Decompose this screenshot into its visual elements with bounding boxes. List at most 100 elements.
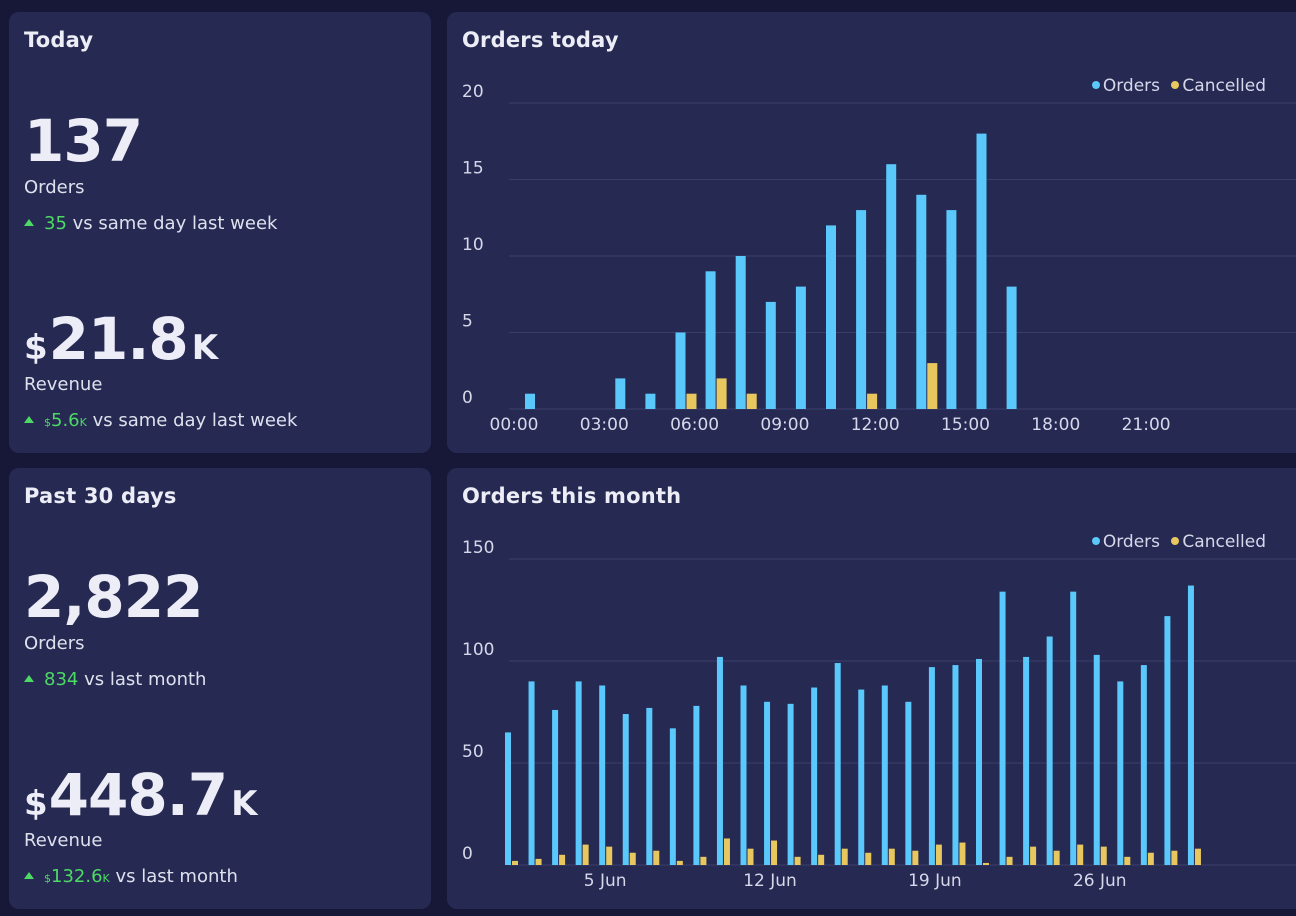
today-card: Today 137 Orders 35 vs same day last wee… (9, 12, 431, 453)
month-orders-delta-value: 834 (44, 669, 79, 690)
arrow-up-icon (24, 872, 34, 879)
month-revenue-value: $448.7 K (24, 766, 258, 824)
y-tick-label: 50 (462, 742, 484, 762)
cancelled-bar (1006, 856, 1013, 865)
orders-bar (787, 703, 794, 865)
y-tick-label: 150 (462, 538, 494, 558)
today-revenue-value: $21.8 K (24, 310, 218, 368)
x-tick-label: 12:00 (851, 415, 900, 435)
orders-bar (976, 133, 987, 409)
month-revenue-delta-value: $132.6K (44, 866, 110, 887)
orders-bar (716, 656, 723, 865)
arrow-up-icon (24, 416, 34, 423)
today-revenue-delta-text: vs same day last week (92, 410, 298, 431)
orders-bar (976, 658, 982, 865)
cancelled-bar (1147, 852, 1154, 865)
today-revenue-number: 21.8 (48, 305, 189, 373)
orders-bar (856, 210, 867, 409)
legend-cancelled[interactable]: Cancelled (1171, 532, 1266, 552)
x-tick-label: 15:00 (941, 415, 990, 435)
cancelled-bar (606, 846, 613, 865)
month-revenue-suffix: K (231, 784, 257, 824)
cancelled-bar (676, 860, 683, 865)
cancelled-bar (1124, 856, 1131, 865)
month-orders-label: Orders (24, 633, 85, 654)
orders-bar (1046, 636, 1053, 865)
cancelled-bar (867, 393, 878, 409)
cancelled-bar (716, 378, 727, 409)
orders-bar (525, 393, 535, 409)
cancelled-bar (746, 393, 757, 409)
legend-orders[interactable]: Orders (1091, 76, 1160, 96)
today-revenue-delta: $5.6K vs same day last week (24, 410, 297, 431)
legend-orders[interactable]: Orders (1091, 532, 1160, 552)
x-tick-label: 19 Jun (908, 871, 962, 891)
y-tick-label: 100 (462, 640, 494, 660)
month-revenue-delta: $132.6K vs last month (24, 866, 238, 887)
orders-bar (952, 665, 959, 865)
cancelled-bar (535, 858, 542, 865)
month-card: Past 30 days 2,822 Orders 834 vs last mo… (9, 468, 431, 909)
arrow-up-icon (24, 219, 34, 226)
orders-bar (1187, 585, 1194, 865)
x-tick-label: 12 Jun (743, 871, 797, 891)
orders-month-legend: Orders Cancelled (1086, 532, 1266, 552)
orders-today-card: Orders today Orders Cancelled 0 5 10 15 20 00… (447, 12, 1296, 453)
legend-cancelled[interactable]: Cancelled (1171, 76, 1266, 96)
orders-bar (735, 256, 746, 409)
x-tick-label: 5 Jun (584, 871, 627, 891)
today-orders-value: 137 (24, 107, 143, 175)
orders-bar (916, 194, 927, 409)
x-tick-label: 06:00 (670, 415, 719, 435)
cancelled-bar (653, 850, 660, 865)
x-tick-label: 03:00 (580, 415, 629, 435)
cancelled-bar (1100, 846, 1107, 865)
cancelled-bar (1053, 850, 1060, 865)
orders-bar (599, 685, 606, 865)
cancelled-bar (888, 848, 895, 865)
orders-today-chart: 0 5 10 15 20 00:00 03:00 06:00 09:00 12:00 15:00 18… (462, 82, 1296, 435)
orders-bar (881, 685, 888, 865)
today-orders-delta-value: 35 (44, 213, 67, 234)
orders-bar (826, 225, 836, 409)
orders-bar (1140, 665, 1147, 865)
orders-bar (669, 728, 676, 865)
orders-bar (905, 701, 912, 865)
month-revenue-currency: $ (24, 784, 48, 824)
month-orders-value: 2,822 (24, 563, 203, 631)
legend-cancelled-dot (1171, 537, 1180, 545)
orders-bar (705, 271, 716, 409)
cancelled-bar (629, 852, 636, 865)
cancelled-bar (1030, 846, 1037, 865)
today-revenue-suffix: K (191, 328, 218, 368)
x-tick-label: 21:00 (1122, 415, 1171, 435)
cancelled-bar (912, 850, 919, 865)
today-revenue-delta-value: $5.6K (44, 410, 87, 431)
cancelled-bar (983, 862, 989, 865)
cancelled-bar (841, 848, 848, 865)
orders-bar (1164, 616, 1171, 865)
cancelled-bar (927, 363, 938, 409)
orders-month-title: Orders this month (462, 484, 682, 508)
cancelled-bar (771, 840, 778, 865)
today-orders-delta: 35 vs same day last week (24, 213, 277, 234)
orders-bar (645, 393, 656, 409)
orders-month-chart: 0 50 100 150 5 Jun 12 Jun 19 Jun 26 Jun (462, 538, 1296, 891)
cancelled-bar (865, 852, 872, 865)
month-orders-delta: 834 vs last month (24, 669, 206, 690)
orders-bar (693, 705, 700, 865)
cancelled-bar (582, 844, 589, 865)
orders-today-title: Orders today (462, 28, 619, 52)
cancelled-bar (747, 848, 754, 865)
month-revenue-number: 448.7 (48, 761, 228, 829)
cancelled-bar (818, 854, 825, 865)
today-orders-delta-text: vs same day last week (72, 213, 278, 234)
y-tick-label: 5 (462, 312, 473, 332)
orders-bar (764, 701, 771, 865)
cancelled-bar (512, 860, 518, 865)
orders-bar (1006, 286, 1017, 409)
orders-bar (811, 687, 818, 865)
month-revenue-delta-text: vs last month (115, 866, 238, 887)
today-orders-label: Orders (24, 177, 85, 198)
orders-bar (615, 378, 626, 409)
